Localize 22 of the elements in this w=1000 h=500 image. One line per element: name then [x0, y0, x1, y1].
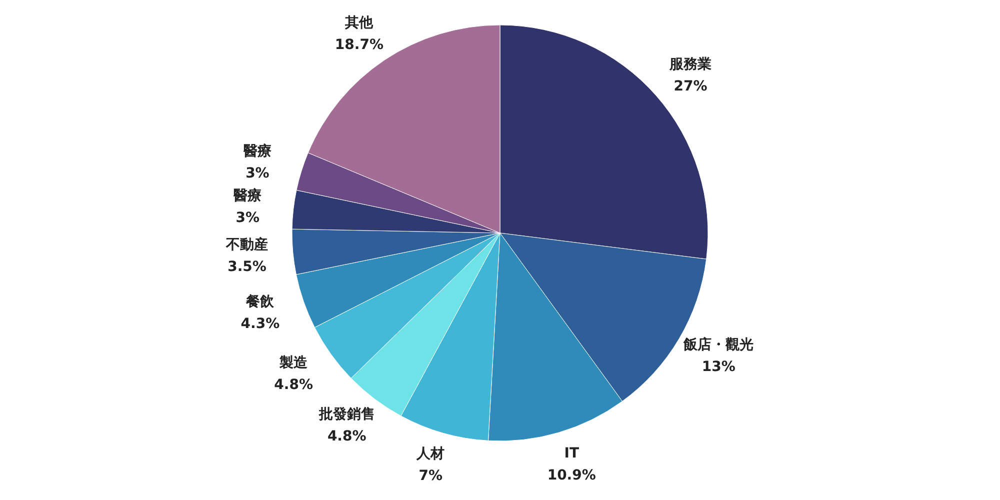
data-label: 13% — [702, 359, 736, 376]
data-label: 3.5% — [228, 258, 266, 275]
data-label: 3% — [236, 210, 260, 226]
data-label: 10.9% — [547, 467, 596, 484]
data-label: 7% — [418, 468, 443, 484]
slice-label: IT — [564, 445, 580, 462]
slice-label: 服務業 — [668, 56, 712, 72]
data-label: 4.8% — [327, 428, 366, 444]
data-label: 4.3% — [240, 316, 280, 332]
slice-label: 不動産 — [225, 236, 268, 253]
data-label: 18.7% — [334, 37, 384, 54]
slice-label: 製造 — [278, 354, 309, 371]
slice-label: 餐飲 — [245, 294, 276, 310]
data-label: 27% — [674, 78, 708, 94]
slice-label: 飯店・觀光 — [682, 336, 754, 354]
data-label: 3% — [246, 166, 270, 182]
slice-label: 醫療 — [242, 142, 272, 160]
data-label: 4.8% — [274, 376, 313, 393]
slice-label: 人材 — [416, 446, 445, 462]
slice-label: 批發銷售 — [318, 406, 375, 422]
slice-label: 其他 — [344, 15, 374, 32]
slice-label: 醫療 — [232, 186, 262, 204]
